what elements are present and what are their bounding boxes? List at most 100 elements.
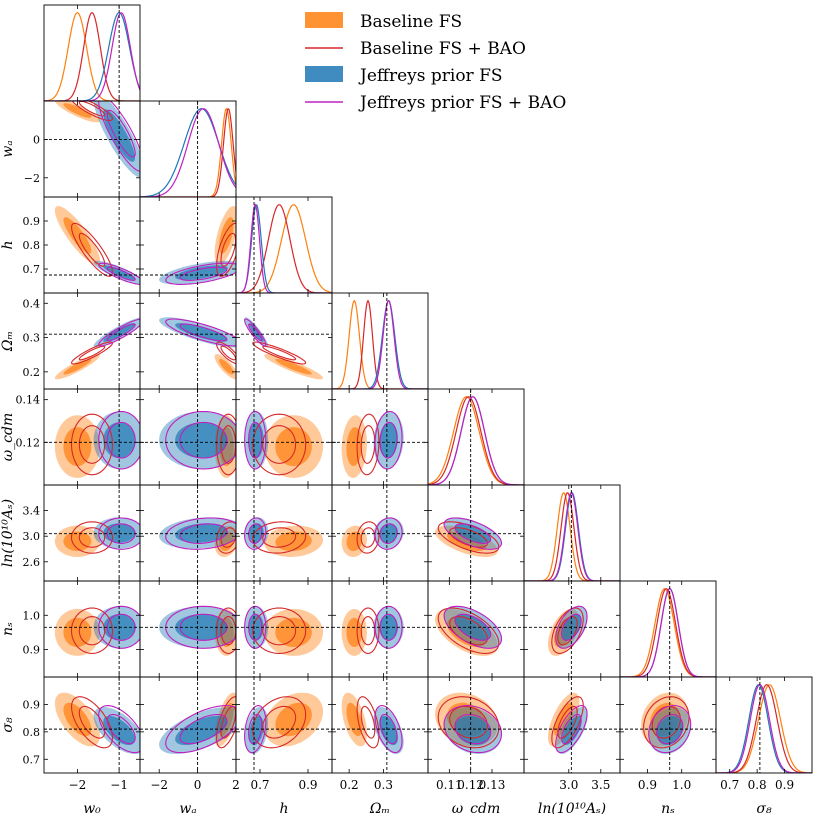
panel-fill-s8-wa: [159, 692, 236, 754]
x-tick-label: 0.9: [298, 778, 317, 792]
contour-jeffreys_fs_bao-95: [165, 410, 236, 470]
contour-baseline_fs_bao-68: [78, 616, 106, 646]
marginal-curve-jeffreys_fs: [620, 588, 716, 677]
contour-baseline_fs_bao-68: [220, 232, 236, 267]
contour-jeffreys_fs_bao-95: [443, 705, 503, 754]
panel-lines-ns-h: [236, 581, 332, 677]
contour-baseline_fs_bao-95: [71, 696, 113, 749]
contour-baseline_fs_bao-68: [262, 345, 297, 361]
contour-baseline_fs_bao-95: [70, 521, 114, 554]
contour-jeffreys_fs-68: [103, 323, 135, 342]
contour-baseline_fs-68: [63, 427, 92, 467]
contour-baseline_fs_bao-95: [356, 413, 380, 476]
panel-lines-Om-h: [236, 293, 332, 389]
contour-jeffreys_fs_bao-68: [379, 523, 398, 544]
panel-fill-ns-w0: [54, 606, 140, 656]
y-tick-label: 2.6: [23, 556, 41, 569]
contour-jeffreys_fs_bao-68: [106, 523, 136, 544]
contour-baseline_fs_bao-68: [262, 527, 297, 548]
contour-jeffreys_fs_bao-95: [244, 605, 267, 649]
x-tick-label: 0.12: [457, 778, 484, 792]
marginal-wa: [140, 101, 236, 197]
panel-fill-ocdm-Om: [341, 411, 404, 478]
marginal-curve-baseline_fs_bao: [140, 108, 236, 197]
x-axis-label-ns: nₛ: [661, 801, 675, 814]
marginal-curve-baseline_fs: [524, 492, 620, 581]
legend-label-jeffreys-fs: Jeffreys prior FS: [358, 66, 503, 86]
contour-baseline_fs_bao-95: [71, 341, 113, 365]
contour-baseline_fs_bao-68: [651, 705, 681, 739]
contour-jeffreys_fs-68: [562, 715, 582, 746]
contour-baseline_fs_bao-68: [262, 705, 297, 739]
y-tick-label: 0.8: [23, 726, 41, 739]
marginal-curve-jeffreys_fs_bao: [332, 300, 428, 389]
panel-lines-ns-ocdm: [428, 581, 524, 677]
contour-baseline_fs_bao-95: [437, 521, 500, 554]
panel-lines-s8-w0: [44, 677, 140, 773]
y-axis-label-lnAs: ln(10¹⁰Aₛ): [0, 499, 16, 567]
x-tick-label: 0.13: [479, 778, 506, 792]
contour-jeffreys_fs_bao-68: [106, 109, 136, 158]
panel-lines-ocdm-h: [236, 389, 332, 485]
contour-baseline_fs-68: [275, 358, 312, 375]
marginal-Om: [332, 293, 428, 389]
contour-jeffreys_fs_bao-95: [98, 605, 140, 649]
panel-lines-ns-w0: [44, 581, 140, 677]
contour-baseline_fs_bao-95: [216, 696, 236, 749]
panel-fill-s8-w0: [54, 692, 140, 754]
contour-baseline_fs_bao-95: [216, 521, 236, 554]
contour-jeffreys_fs_bao-68: [248, 713, 263, 745]
contour-lines: [44, 5, 812, 773]
contour-jeffreys_fs-68: [249, 715, 264, 746]
panel-lines-ocdm-Om: [332, 389, 428, 485]
contour-jeffreys_fs_bao-95: [98, 517, 140, 550]
x-tick-label: 0.9: [775, 778, 794, 792]
contour-jeffreys_fs-68: [249, 323, 264, 342]
contour-jeffreys_fs_bao-95: [98, 705, 140, 754]
panel-lines-s8-wa: [140, 677, 236, 773]
panel-frame-s8-s8: [715, 676, 813, 774]
panel-fill-ocdm-h: [244, 411, 323, 478]
y-tick-label: 0.8: [23, 239, 41, 252]
marginal-curve-baseline_fs_bao: [524, 492, 620, 581]
contour-baseline_fs_bao-95: [643, 696, 690, 749]
contour-baseline_fs_bao-68: [78, 101, 106, 117]
contour-jeffreys_fs_bao-95: [165, 517, 236, 550]
contour-jeffreys_fs_bao-68: [106, 713, 136, 745]
contour-jeffreys_fs_bao-68: [561, 713, 582, 745]
x-axis-label-w0: w₀: [83, 801, 101, 814]
contour-baseline_fs_bao-95: [216, 607, 236, 654]
panel-fill-s8-h: [244, 692, 323, 754]
panel-lines-s8-Om: [332, 677, 428, 773]
x-tick-label: 0.7: [250, 778, 269, 792]
legend: Baseline FS Baseline FS + BAO Jeffreys p…: [305, 12, 566, 113]
contour-jeffreys_fs_bao-68: [179, 523, 228, 544]
x-tick-label: −1: [110, 778, 128, 792]
contour-jeffreys_fs_bao-95: [374, 605, 403, 649]
marginal-ocdm: [428, 389, 524, 485]
x-tick-label: −2: [69, 778, 87, 792]
panel-lines-lnAs-Om: [332, 485, 428, 581]
contour-jeffreys_fs_bao-95: [165, 262, 236, 285]
contour-baseline_fs_bao-95: [252, 521, 307, 554]
x-axis-label-ocdm: ω_cdm: [452, 801, 501, 814]
contour-jeffreys_fs-68: [175, 265, 228, 280]
marginal-curve-baseline_fs: [140, 107, 236, 197]
panel-frame-w0-w0: [43, 4, 141, 102]
x-axis-label-Om: Ωₘ: [369, 801, 390, 814]
panel-fill-Om-w0: [54, 317, 140, 380]
x-tick-label: 0.2: [340, 778, 359, 792]
y-axis-label-wa: wₐ: [0, 140, 16, 157]
marginal-curve-baseline_fs: [332, 299, 428, 389]
contour-baseline_fs_bao-95: [70, 413, 114, 476]
marginal-curve-baseline_fs_bao: [620, 588, 716, 677]
contour-jeffreys_fs_bao-95: [98, 410, 140, 470]
contour-baseline_fs_bao-68: [557, 705, 578, 739]
y-tick-label: 0.7: [23, 263, 41, 276]
contour-baseline_fs_bao-68: [360, 425, 376, 464]
panel-fill-s8-Om: [341, 692, 404, 754]
contour-baseline_fs_bao-95: [551, 696, 584, 749]
contour-baseline_fs_bao-68: [360, 705, 376, 739]
contour-jeffreys_fs_bao-95: [374, 517, 403, 550]
